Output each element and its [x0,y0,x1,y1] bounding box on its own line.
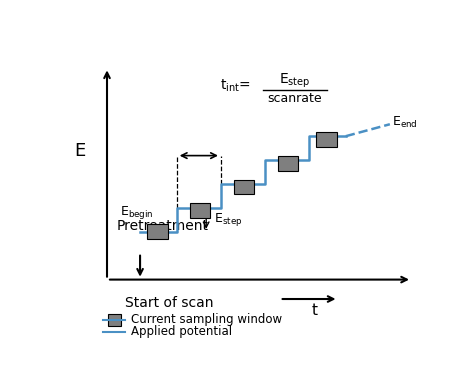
Text: $\mathregular{E_{end}}$: $\mathregular{E_{end}}$ [392,115,418,130]
Text: $\mathregular{E_{begin}}$: $\mathregular{E_{begin}}$ [120,204,154,221]
Bar [108,314,120,326]
Text: $\mathregular{E_{step}}$: $\mathregular{E_{step}}$ [213,211,242,229]
Bar [147,224,168,239]
Text: $\mathregular{E_{step}}$: $\mathregular{E_{step}}$ [279,72,310,90]
Bar [190,203,210,218]
Text: t: t [311,303,318,319]
Text: Start of scan: Start of scan [125,296,214,310]
Text: Current sampling window: Current sampling window [131,314,282,326]
Text: Pretreatment: Pretreatment [116,219,208,233]
Bar [278,156,298,171]
Text: $\mathregular{t_{int}}$=: $\mathregular{t_{int}}$= [219,77,250,94]
Bar [316,132,337,147]
Bar [234,180,254,194]
Text: E: E [74,142,85,160]
Text: Applied potential: Applied potential [131,326,232,338]
Text: scanrate: scanrate [267,92,322,106]
